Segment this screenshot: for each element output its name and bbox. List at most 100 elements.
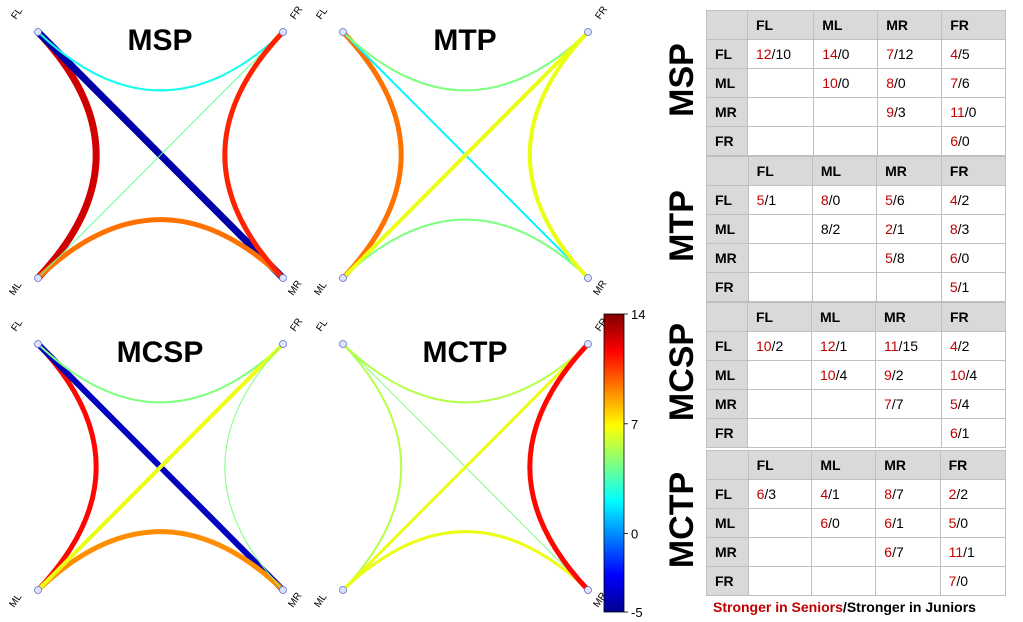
senior-count: 6: [884, 544, 893, 560]
table-row: FL 5/1 8/0 5/6 4/2: [706, 185, 1007, 215]
senior-count: 5: [949, 396, 958, 412]
colorbar-tick-label: 14: [631, 307, 645, 322]
junior-count: 0: [961, 250, 970, 266]
cell-separator: /: [956, 573, 961, 589]
panel-title: MSP: [127, 24, 192, 57]
junior-count: 3: [961, 221, 970, 237]
column-header: MR: [877, 10, 943, 40]
column-header: FR: [940, 156, 1007, 186]
senior-count: 9: [886, 104, 894, 120]
cell-separator: /: [892, 486, 896, 502]
senior-count: 5: [949, 279, 958, 295]
table-side-label: MSP: [663, 43, 701, 117]
table-cell: 11/15: [875, 331, 942, 361]
node-ml: [339, 274, 347, 282]
row-header: FR: [706, 272, 749, 302]
junior-count: 0: [960, 573, 969, 589]
junior-count: 0: [961, 133, 970, 149]
cell-separator: /: [828, 515, 833, 531]
cell-separator: /: [828, 486, 833, 502]
edge-fr-mr: [222, 29, 286, 281]
panel-msp: FL FR ML MR MSP: [7, 4, 305, 297]
table-cell: [811, 537, 877, 567]
row-header: FL: [706, 479, 749, 509]
cell-separator: /: [828, 192, 833, 208]
cell-separator: /: [892, 544, 896, 560]
connectivity-diagram: FL FR ML MR MSP FL FR ML MR MTP FL FR ML MR MCSP FL FRML…: [7, 4, 645, 620]
node-fl: [34, 340, 42, 348]
cell-separator: /: [957, 279, 962, 295]
edge-fr-mr: [224, 343, 284, 591]
edge-fr-mr: [527, 30, 590, 280]
table-row: ML 10/4 9/2 10/4: [706, 360, 1007, 390]
table-cell: [746, 360, 812, 390]
junior-count: 0: [897, 75, 906, 91]
table-grid: FL ML MR FR FL 6/3 4/1 8/7 2/2 ML 6/0 6/1 5/0 MR 6/7 11…: [706, 450, 1007, 596]
senior-count: 6: [820, 515, 829, 531]
node-mr: [584, 586, 592, 594]
node-mr: [584, 274, 592, 282]
senior-count: 6: [950, 133, 959, 149]
senior-count: 12: [755, 46, 772, 62]
junior-count: 5: [961, 46, 970, 62]
table-corner: [706, 450, 749, 480]
cell-separator: /: [957, 338, 962, 354]
corner-label-mr: MR: [591, 279, 609, 298]
junior-count: 1: [967, 544, 975, 560]
junior-count: 2: [832, 221, 841, 237]
node-fr: [584, 28, 592, 36]
table-cell: [810, 389, 877, 419]
table-cell: 5/1: [940, 272, 1007, 302]
cell-separator: /: [958, 75, 962, 91]
legend-separator: /: [842, 599, 847, 615]
edge-ml-mr: [341, 530, 590, 592]
colorbar-tick-label: 0: [631, 527, 638, 542]
cell-separator: /: [958, 133, 962, 149]
table-cell: 5/0: [939, 508, 1007, 538]
edge-ml-fr: [36, 342, 285, 592]
cell-separator: /: [892, 221, 897, 237]
corner-label-fr: FR: [593, 4, 610, 21]
corner-label-fr: FR: [288, 316, 305, 333]
table-cell: 14/0: [813, 39, 879, 69]
table-grid: FL ML MR FR FL 12/10 14/0 7/12 4/5 ML 10/0 8/0 7/6 MR…: [706, 10, 1006, 156]
table-corner: [706, 302, 748, 332]
cell-separator: /: [956, 515, 961, 531]
junior-count: 4: [969, 367, 978, 383]
cell-separator: /: [965, 367, 970, 383]
table-cell: 5/1: [747, 185, 813, 215]
table-row: MR 6/7 11/1: [706, 537, 1007, 567]
panel-title: MCTP: [423, 336, 508, 369]
edge-ml-mr: [342, 218, 589, 279]
senior-count: 4: [820, 486, 829, 502]
senior-count: 7: [884, 396, 892, 412]
panel-mtp: FL FR ML MR MTP: [312, 4, 610, 297]
row-header: FR: [706, 126, 748, 156]
table-side-label: MCSP: [663, 322, 701, 422]
node-ml: [34, 586, 42, 594]
panel-title: MCSP: [117, 336, 204, 369]
row-header: ML: [706, 214, 749, 244]
column-header: FL: [746, 302, 812, 332]
table-cell: [813, 126, 879, 156]
node-fr: [279, 28, 287, 36]
table-cell: 6/1: [875, 508, 941, 538]
cell-separator: /: [894, 75, 898, 91]
table-corner: [706, 156, 749, 186]
senior-count: 5: [885, 192, 893, 208]
senior-count: 4: [949, 192, 958, 208]
junior-count: 3: [897, 104, 906, 120]
row-header: FL: [706, 331, 748, 361]
table-row: FL 6/3 4/1 8/7 2/2: [706, 479, 1007, 509]
senior-count: 7: [950, 75, 959, 91]
junior-count: 8: [896, 250, 905, 266]
junior-count: 2: [961, 338, 970, 354]
corner-label-mr: MR: [286, 279, 304, 298]
table-cell: 11/1: [939, 537, 1007, 567]
row-header: MR: [706, 243, 749, 273]
edge-fl-fr: [342, 343, 589, 404]
cell-separator: /: [835, 367, 840, 383]
table-row: ML 8/2 2/1 8/3: [706, 214, 1007, 244]
corner-label-fl: FL: [314, 317, 330, 333]
edge-ml-fr: [341, 342, 590, 592]
